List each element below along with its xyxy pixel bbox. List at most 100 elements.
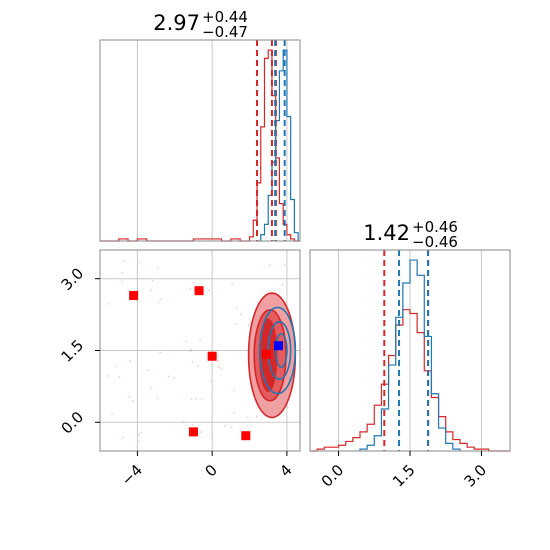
scatter-point: [135, 299, 138, 302]
scatter-point: [122, 436, 124, 439]
scatter-point: [139, 431, 142, 434]
scatter-point: [182, 420, 185, 423]
scatter-point: [268, 264, 271, 267]
scatter-point: [211, 436, 214, 438]
top-red-histogram: [100, 49, 300, 242]
blue-contour: [274, 332, 288, 369]
red-marker-square: [129, 290, 139, 300]
scatter-point: [160, 298, 163, 301]
top-title-plus: +0.44: [202, 8, 248, 26]
scatter-point: [236, 306, 238, 309]
scatter-point: [199, 431, 202, 433]
right-blue-histogram: [359, 259, 461, 451]
right-title-main: 1.42: [363, 221, 410, 245]
scatter-point: [233, 411, 236, 414]
scatter-point: [138, 433, 141, 436]
scatter-x-tick-label: 0: [201, 461, 220, 480]
panel-scatter: −4 0 4 0.0 1.5 3.0: [58, 249, 301, 489]
scatter-point: [286, 406, 289, 408]
scatter-point: [190, 348, 193, 351]
scatter-point: [132, 399, 135, 402]
scatter-point: [128, 396, 131, 398]
blue-marker-square: [274, 341, 284, 351]
right-hist-x-ticks: 0.0 1.5 3.0: [318, 451, 490, 491]
scatter-point: [196, 365, 199, 367]
scatter-point: [199, 338, 201, 341]
scatter-point: [189, 288, 192, 290]
scatter-point: [115, 365, 118, 368]
scatter-x-ticks: −4 0 4: [118, 451, 296, 489]
scatter-point: [156, 266, 159, 269]
scatter-x-tick-label: −4: [118, 461, 146, 489]
scatter-point: [200, 397, 203, 400]
scatter-point: [172, 376, 175, 379]
scatter-point: [217, 355, 220, 358]
top-hist-frame: [99, 39, 301, 242]
scatter-point: [185, 340, 188, 343]
scatter-point: [191, 360, 194, 363]
red-marker-square: [241, 431, 251, 441]
scatter-point: [121, 272, 124, 274]
scatter-point: [283, 264, 286, 266]
scatter-y-tick-label: 0.0: [58, 408, 88, 438]
red-marker-square: [261, 349, 271, 359]
scatter-y-ticks: 0.0 1.5 3.0: [58, 264, 100, 438]
scatter-point: [247, 324, 250, 326]
scatter-point: [156, 397, 159, 400]
blue-contour: [259, 306, 297, 395]
scatter-point: [246, 416, 249, 419]
scatter-point: [167, 375, 170, 378]
scatter-point: [240, 313, 242, 316]
scatter-point: [138, 261, 141, 264]
scatter-y-tick-label: 3.0: [58, 264, 88, 294]
scatter-point: [147, 368, 149, 371]
top-hist-data: [100, 40, 300, 242]
scatter-point: [255, 415, 258, 418]
red-marker-square: [207, 351, 217, 361]
right-x-tick-label: 0.0: [318, 461, 348, 491]
scatter-point: [118, 375, 121, 378]
scatter-point: [107, 375, 110, 377]
scatter-point: [217, 360, 219, 363]
top-title-main: 2.97: [153, 11, 200, 35]
scatter-point: [150, 386, 152, 389]
scatter-point: [209, 380, 212, 383]
panel-right-hist: 0.0 1.5 3.0 1.42 +0.46 −0.46: [309, 218, 511, 491]
right-red-histogram: [310, 309, 510, 452]
scatter-point: [157, 301, 160, 303]
scatter-point: [281, 284, 284, 286]
scatter-point: [235, 322, 237, 325]
right-x-tick-label: 1.5: [389, 461, 419, 491]
scatter-point: [220, 367, 223, 370]
scatter-point: [189, 350, 192, 353]
top-title-minus: −0.47: [202, 23, 248, 41]
scatter-point: [217, 365, 220, 368]
scatter-point: [159, 351, 162, 354]
scatter-point: [151, 279, 154, 282]
right-title-plus: +0.46: [412, 218, 458, 236]
scatter-point: [207, 289, 210, 292]
scatter-point: [195, 397, 198, 400]
scatter-data: [107, 260, 297, 443]
right-title-minus: −0.46: [412, 233, 458, 251]
scatter-point: [231, 282, 234, 285]
scatter-point: [121, 280, 124, 283]
scatter-y-tick-label: 1.5: [58, 336, 88, 366]
scatter-point: [230, 426, 233, 429]
top-blue-histogram: [257, 49, 299, 242]
scatter-point: [191, 424, 194, 426]
right-hist-data: [310, 250, 510, 452]
scatter-point: [224, 424, 227, 427]
scatter-x-tick-label: 4: [276, 461, 295, 480]
scatter-point: [108, 302, 110, 305]
panel-top-hist: 2.97 +0.44 −0.47: [99, 8, 301, 242]
scatter-point: [129, 359, 132, 362]
scatter-point: [192, 281, 195, 284]
right-x-tick-label: 3.0: [461, 461, 491, 491]
scatter-point: [190, 398, 193, 401]
scatter-point: [137, 440, 140, 443]
scatter-point: [233, 389, 236, 392]
scatter-point: [123, 260, 126, 263]
scatter-point: [149, 289, 152, 292]
